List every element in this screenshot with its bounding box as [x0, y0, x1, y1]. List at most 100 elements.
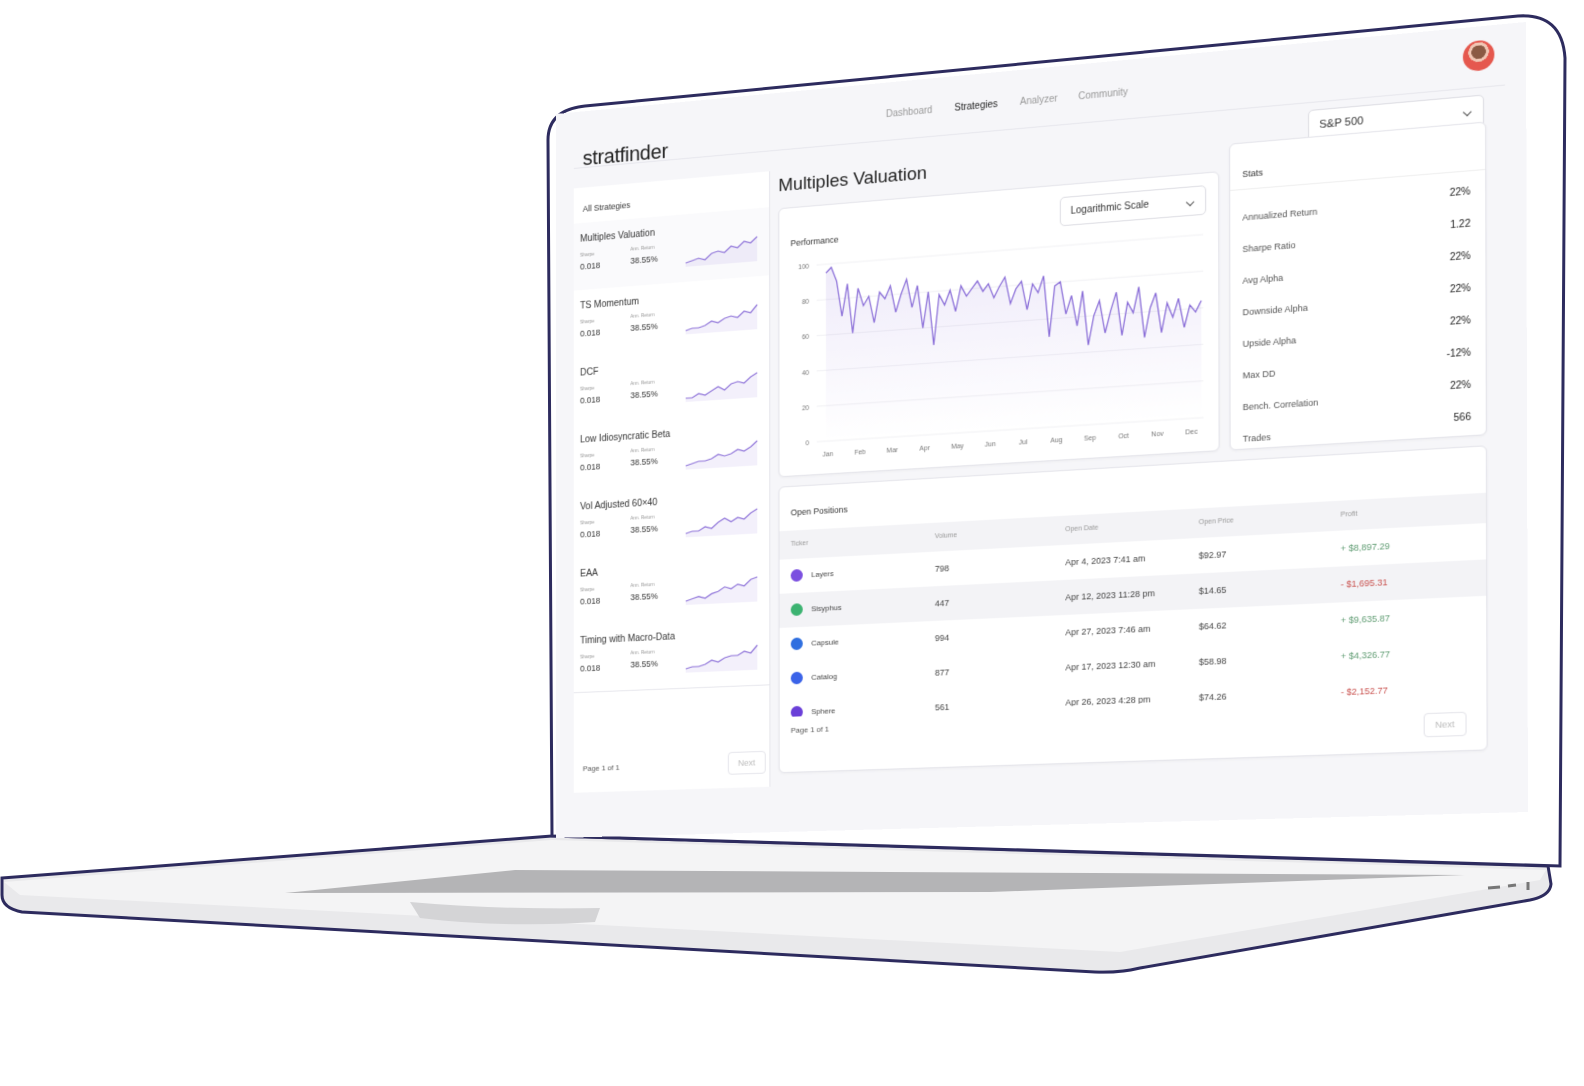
sparkline — [684, 233, 759, 267]
cell-price: $14.65 — [1198, 584, 1227, 597]
metric-value: 0.018 — [580, 260, 601, 272]
trackpad-notch — [410, 902, 600, 925]
metric-label: Sharpe — [580, 385, 595, 393]
metric-label: Sharpe — [580, 318, 595, 326]
metric-value: 38.55% — [630, 523, 658, 535]
metric-value: 38.55% — [630, 591, 659, 603]
x-tick-label: Jan — [823, 451, 834, 459]
nav-link[interactable]: Dashboard — [885, 105, 933, 120]
line-area — [825, 238, 1202, 442]
sparkline — [684, 505, 759, 538]
x-tick-label: Sep — [1084, 434, 1097, 442]
column-header: Profit — [1340, 510, 1358, 519]
cell-ticker: Capsule — [811, 637, 839, 648]
column-header: Open Price — [1198, 517, 1234, 527]
stats-card: Stats Annualized Return 22% Sharpe Ratio 1.… — [1229, 121, 1487, 451]
next-button[interactable]: Next — [727, 750, 766, 775]
strategy-name: EAA — [580, 568, 599, 580]
strategy-item[interactable]: DCF Sharpe 0.018 Ann. Return 38.55% — [573, 343, 770, 426]
positions-card: Open Positions Ticker Volume Open Date Open… — [778, 445, 1488, 774]
strategy-item[interactable]: TS Momentum Sharpe 0.018 Ann. Return 38.55% — [573, 275, 770, 359]
x-tick-label: May — [951, 442, 965, 450]
metric-label: Ann. Return — [630, 649, 655, 657]
cell-volume: 994 — [934, 632, 950, 644]
nav-link[interactable]: Analyzer — [1019, 93, 1058, 108]
stat-value: -12% — [1446, 347, 1471, 361]
cell-date: Apr 4, 2023 7:41 am — [1065, 553, 1146, 568]
metric-value: 0.018 — [580, 663, 601, 674]
stat-label: Avg Alpha — [1242, 272, 1284, 286]
stat-label: Annualized Return — [1242, 206, 1318, 223]
strategy-item[interactable]: Multiples Valuation Sharpe 0.018 Ann. Retur… — [573, 207, 770, 292]
metric-label: Ann. Return — [630, 312, 655, 320]
sparkline — [684, 301, 759, 335]
metric-value: 0.018 — [580, 327, 601, 339]
metric-value: 38.55% — [630, 321, 658, 333]
strategy-name: Low Idiosyncratic Beta — [580, 429, 671, 446]
strategy-name: TS Momentum — [580, 296, 639, 312]
sparkline-area — [685, 372, 758, 403]
metric-value: 0.018 — [580, 528, 601, 540]
cell-date: Apr 27, 2023 7:46 am — [1065, 623, 1151, 638]
grid-line — [817, 271, 1204, 300]
x-tick-label: Apr — [920, 445, 930, 453]
cell-profit: - $2,152.77 — [1340, 685, 1388, 698]
y-tick-label: 40 — [802, 369, 810, 377]
x-tick-label: Nov — [1151, 430, 1164, 439]
metric-label: Sharpe — [580, 519, 595, 527]
metric-label: Sharpe — [580, 452, 595, 460]
cell-volume: 561 — [934, 702, 950, 713]
ports — [1487, 882, 1530, 890]
x-tick-label: Jun — [985, 441, 996, 449]
column-header: Ticker — [790, 540, 809, 548]
strategy-panel: All Strategies Page 1 of 1 Next Multiple… — [573, 171, 771, 793]
stat-value: 22% — [1449, 186, 1471, 200]
sparkline-area — [685, 576, 758, 605]
cell-date: Apr 17, 2023 12:30 am — [1065, 658, 1156, 673]
scale-select[interactable]: Logarithmic Scale — [1059, 185, 1207, 227]
screen: stratfinder Dashboard Strategies Analyze… — [555, 21, 1528, 838]
strategy-item[interactable]: Vol Adjusted 60×40 Sharpe 0.018 Ann. Return… — [573, 479, 770, 560]
avatar[interactable] — [1462, 39, 1495, 73]
stat-label: Upside Alpha — [1242, 335, 1297, 349]
ticker-icon — [790, 603, 803, 617]
next-button[interactable]: Next — [1423, 711, 1467, 738]
x-tick-label: Feb — [854, 449, 866, 457]
cell-date: Apr 12, 2023 11:28 pm — [1065, 588, 1155, 603]
strategy-name: Vol Adjusted 60×40 — [580, 497, 658, 513]
cell-profit: + $4,326.77 — [1340, 649, 1391, 662]
sparkline — [684, 437, 759, 470]
nav-link-active[interactable]: Strategies — [954, 99, 998, 114]
ticker-icon — [790, 705, 803, 718]
metric-label: Ann. Return — [630, 447, 655, 455]
page-info: Page 1 of 1 — [790, 724, 829, 735]
nav-link[interactable]: Community — [1078, 87, 1128, 103]
stat-value: 1.22 — [1450, 218, 1471, 232]
ticker-icon — [790, 637, 803, 651]
cell-ticker: Catalog — [811, 672, 838, 682]
y-tick-label: 80 — [802, 298, 810, 306]
metric-value: 38.55% — [630, 658, 659, 670]
strategy-item[interactable]: Timing with Macro-Data Sharpe 0.018 Ann. Re… — [573, 616, 770, 694]
stat-value: 22% — [1449, 315, 1471, 328]
cell-price: $64.62 — [1198, 620, 1227, 632]
page-title: Multiples Valuation — [778, 163, 927, 197]
cell-profit: + $9,635.87 — [1340, 613, 1391, 626]
cell-ticker: Sphere — [811, 706, 836, 716]
metric-label: Ann. Return — [630, 582, 655, 589]
strategy-item[interactable]: Low Idiosyncratic Beta Sharpe 0.018 Ann. Re… — [573, 411, 770, 493]
cell-profit: + $8,897.29 — [1340, 541, 1390, 554]
column-header: Open Date — [1065, 524, 1099, 534]
metric-value: 38.55% — [630, 254, 658, 266]
metric-value: 38.55% — [630, 456, 658, 468]
metric-value: 38.55% — [630, 388, 658, 401]
page-info: Page 1 of 1 — [582, 763, 620, 773]
x-tick-label: Aug — [1050, 436, 1063, 444]
cell-price: $92.97 — [1198, 549, 1227, 561]
card-title: Performance — [790, 234, 839, 249]
strategy-item[interactable]: EAA Sharpe 0.018 Ann. Return 38.55% — [573, 547, 770, 627]
metric-label: Sharpe — [580, 586, 595, 594]
stat-label: Bench. Correlation — [1242, 397, 1319, 413]
metric-label: Ann. Return — [630, 514, 655, 522]
